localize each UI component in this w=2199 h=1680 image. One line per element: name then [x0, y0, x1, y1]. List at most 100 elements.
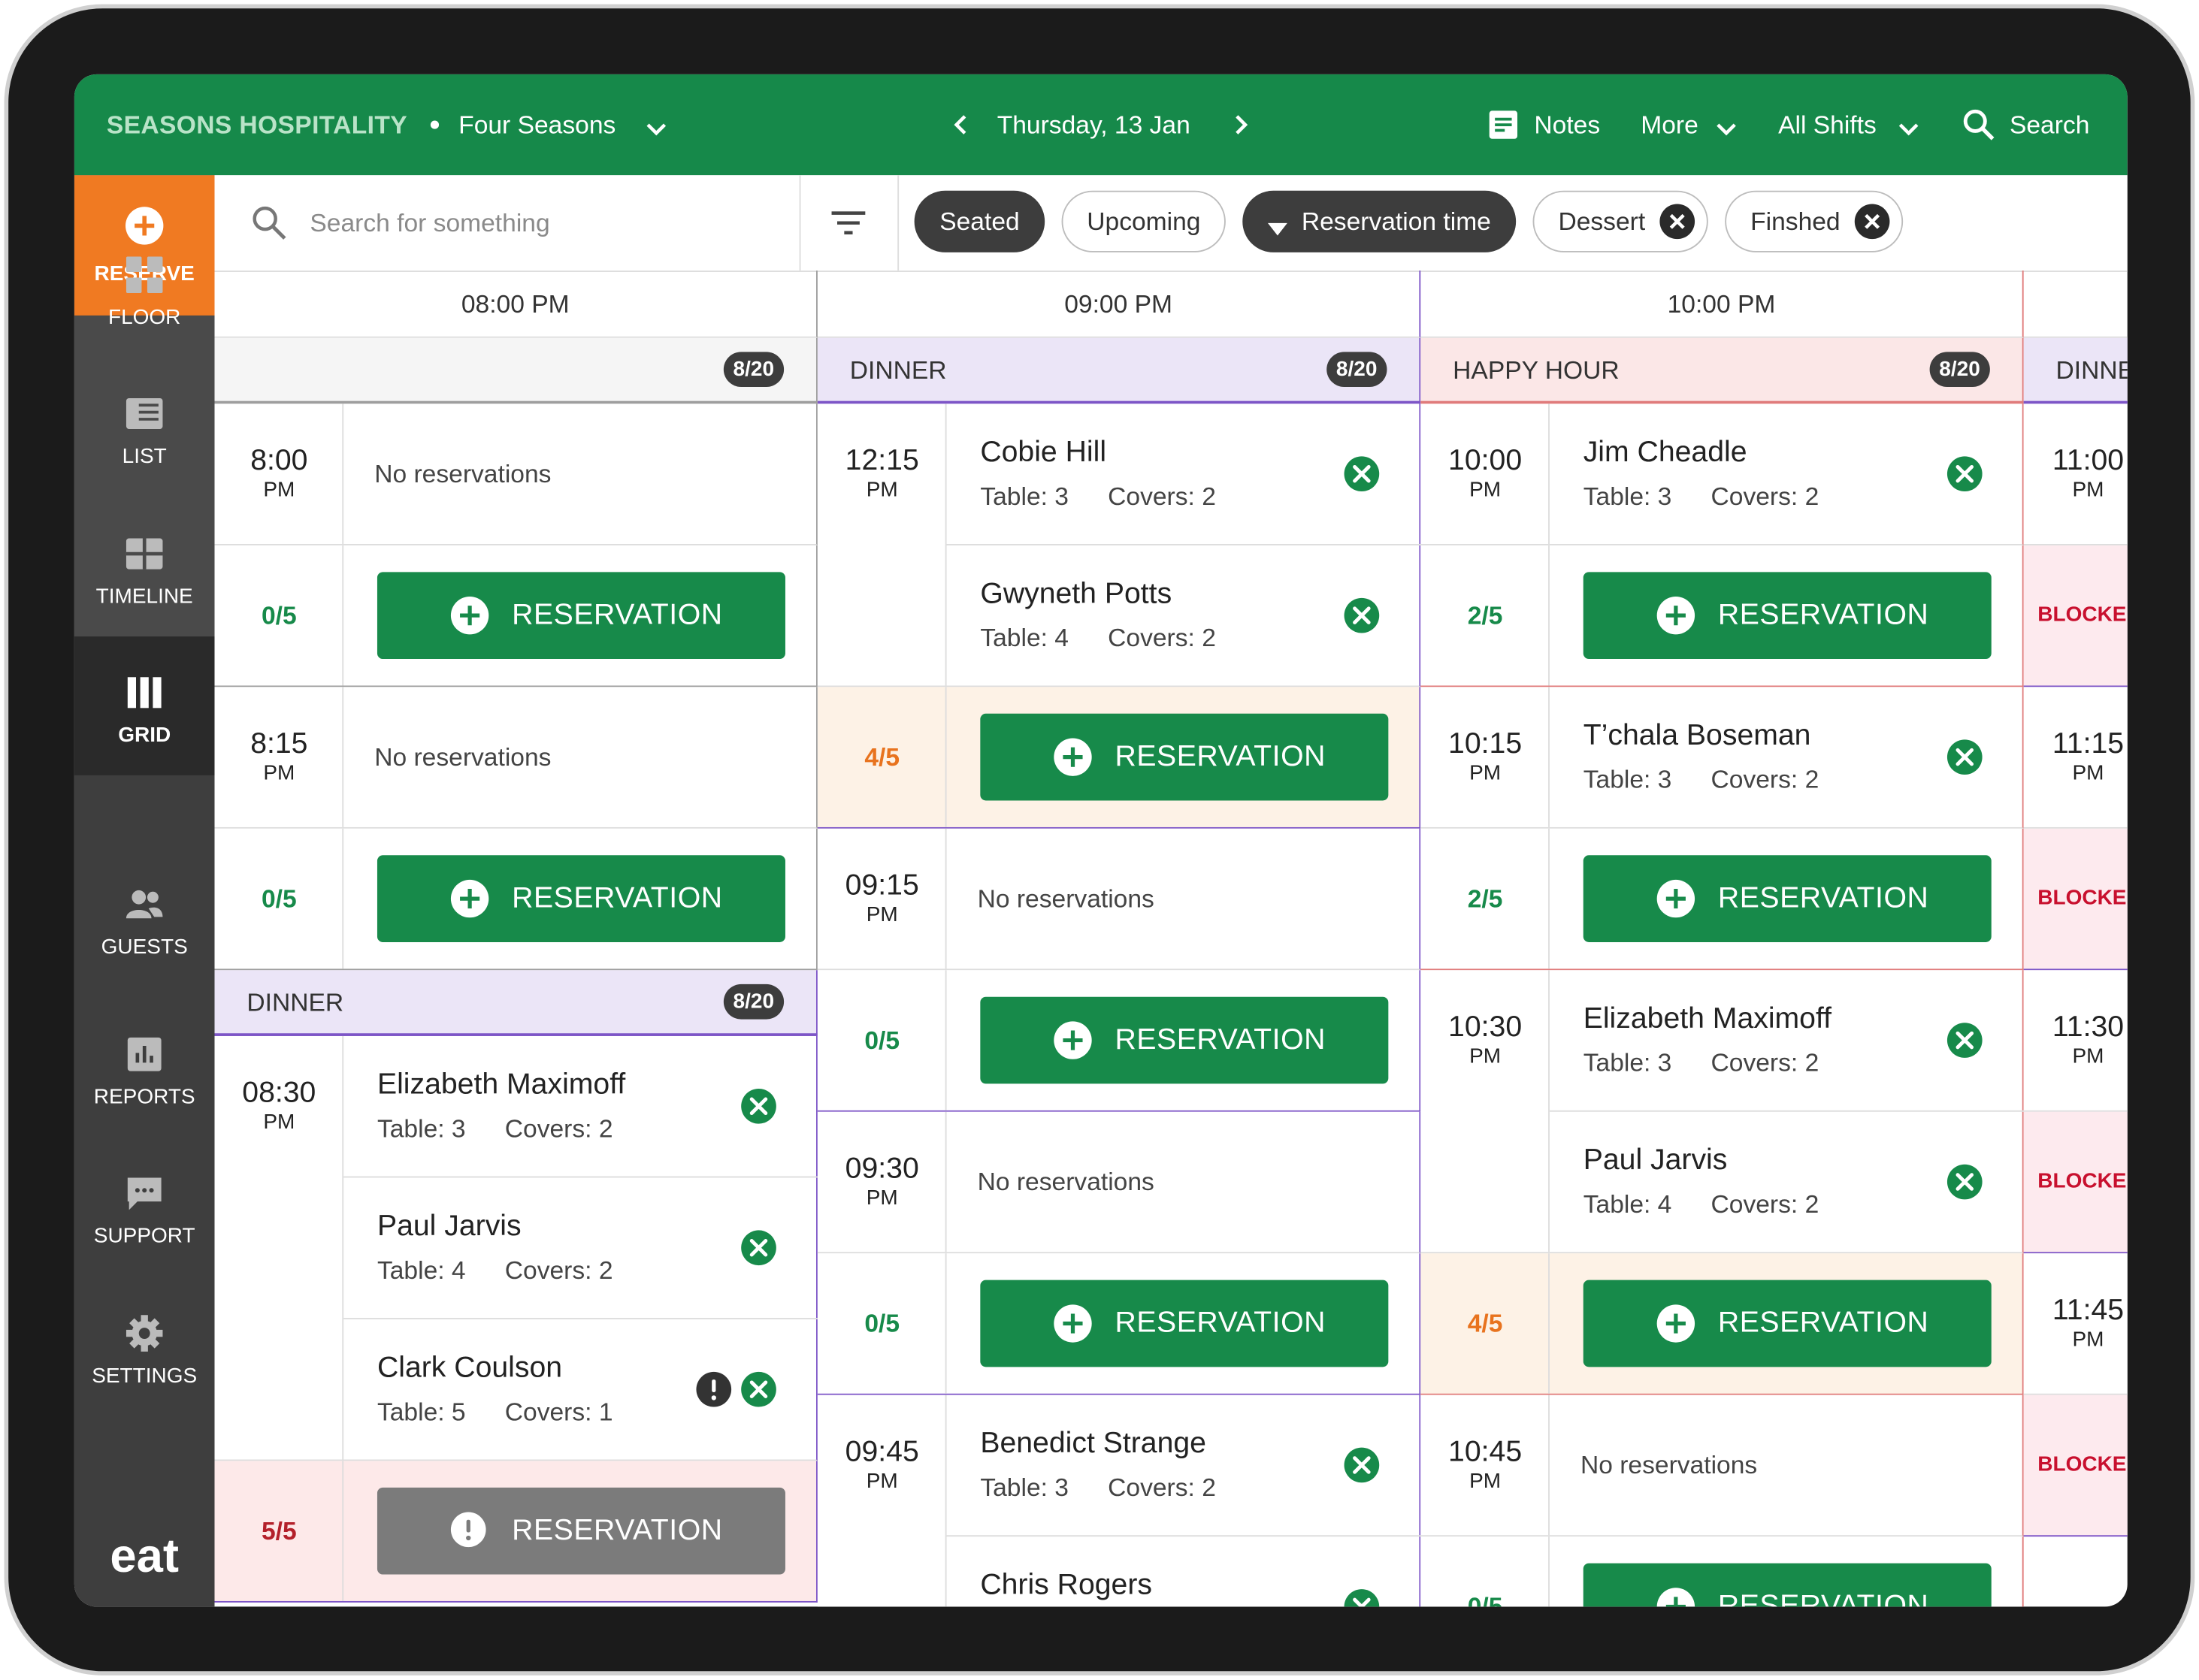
plus-icon[interactable] — [450, 879, 489, 926]
guest-name[interactable]: Chris Rogers — [980, 1569, 1153, 1601]
nav-icon[interactable] — [125, 1313, 164, 1360]
nav-label[interactable]: SETTINGS — [92, 1364, 198, 1388]
plus-icon[interactable] — [1656, 879, 1695, 926]
button-label[interactable]: RESERVATION — [1717, 598, 1929, 631]
nav-label[interactable]: LIST — [122, 444, 167, 469]
button-label[interactable]: RESERVATION — [1115, 1307, 1326, 1340]
button-label[interactable]: RESERVATION — [1717, 881, 1929, 914]
reservation-button[interactable]: RESERVATION — [1583, 572, 1992, 660]
guest-row[interactable]: Jim Cheadle Table: 3 Covers: 2 — [1550, 403, 2024, 545]
guest-name[interactable]: T’chala Boseman — [1583, 719, 1811, 752]
chip-label[interactable]: Seated — [939, 207, 1020, 235]
reserve-icon[interactable] — [125, 206, 164, 252]
reservation-button[interactable]: RESERVATION — [377, 1487, 785, 1575]
nav-label[interactable]: GRID — [118, 723, 171, 748]
filter-chip[interactable]: Finshed — [1725, 190, 1904, 252]
nav-label[interactable]: GUESTS — [101, 935, 188, 959]
nav-label[interactable]: REPORTS — [93, 1085, 195, 1110]
search-icon[interactable] — [1962, 108, 1996, 149]
search-input[interactable]: Search for something — [310, 209, 550, 237]
chip-label[interactable]: Dessert — [1558, 207, 1646, 235]
guest-row[interactable]: Benedict Strange Table: 3 Covers: 2 — [946, 1395, 1421, 1537]
guest-row[interactable]: Elizabeth Maximoff Table: 3 Covers: 2 — [343, 1036, 818, 1178]
guest-name[interactable]: Clark Coulson — [377, 1351, 563, 1384]
reserve-label[interactable]: RESERVE — [94, 261, 195, 286]
chevron-down[interactable] — [645, 118, 667, 144]
guest-row[interactable]: Gwyneth Potts Table: 4 Covers: 2 — [947, 545, 1421, 687]
button-label[interactable]: RESERVATION — [1115, 1023, 1326, 1056]
filter-icon[interactable] — [830, 209, 867, 244]
button-label[interactable]: RESERVATION — [512, 881, 723, 914]
plus-icon[interactable] — [1053, 1304, 1092, 1350]
plus-icon[interactable] — [1656, 596, 1695, 642]
plus-icon[interactable] — [1053, 738, 1092, 784]
nav-label[interactable]: SUPPORT — [93, 1224, 195, 1248]
guest-name[interactable]: Elizabeth Maximoff — [1583, 1002, 1832, 1035]
plus-icon[interactable] — [1656, 1304, 1695, 1350]
nav-icon[interactable] — [125, 534, 164, 581]
nav-icon[interactable] — [125, 673, 164, 720]
header-action[interactable]: Search — [2009, 110, 2090, 139]
guest-row[interactable]: Paul Jarvis Table: 4 Covers: 2 — [343, 1177, 818, 1319]
header-action[interactable]: More — [1641, 110, 1698, 139]
nav-label[interactable]: TIMELINE — [95, 585, 193, 609]
nav-label[interactable]: FLOOR — [107, 305, 181, 330]
guest-row[interactable]: Chris Rogers — [947, 1536, 1421, 1607]
plus-icon[interactable] — [1053, 1020, 1092, 1067]
nav-icon[interactable] — [125, 1035, 164, 1081]
button-label[interactable]: RESERVATION — [512, 598, 723, 631]
nav-item[interactable]: GUESTS — [74, 848, 215, 987]
plus-icon[interactable] — [1656, 1587, 1695, 1607]
reserve-button[interactable]: RESERVE — [74, 175, 215, 316]
reservation-button[interactable]: RESERVATION — [1583, 855, 1992, 942]
chevron-down[interactable] — [1715, 118, 1738, 144]
button-label[interactable]: RESERVATION — [512, 1514, 723, 1547]
reservation-button[interactable]: RESERVATION — [980, 1280, 1389, 1367]
guest-row[interactable]: T’chala Boseman Table: 3 Covers: 2 — [1550, 687, 2024, 828]
filter-chip[interactable]: Dessert — [1532, 190, 1709, 252]
filter-chip[interactable]: Reservation time — [1242, 190, 1517, 252]
reservation-button[interactable]: RESERVATION — [1583, 1280, 1992, 1367]
remove-icon[interactable] — [1659, 204, 1696, 240]
nav-item[interactable]: FLOOR — [74, 219, 215, 358]
nav-item[interactable]: GRID — [74, 636, 215, 775]
remove-icon[interactable] — [1854, 204, 1891, 240]
alert-icon[interactable] — [450, 1512, 487, 1555]
reservation-button[interactable]: RESERVATION — [377, 572, 785, 660]
guest-name[interactable]: Elizabeth Maximoff — [377, 1068, 626, 1101]
button-label[interactable]: RESERVATION — [1717, 1590, 1929, 1607]
filter-chip[interactable]: Upcoming — [1061, 190, 1227, 252]
header-action[interactable]: Notes — [1534, 110, 1601, 139]
guest-row[interactable]: Paul Jarvis Table: 4 Covers: 2 — [1550, 1112, 2024, 1253]
reservation-button[interactable]: RESERVATION — [377, 855, 785, 942]
button-label[interactable]: RESERVATION — [1115, 740, 1326, 773]
filter-chip[interactable]: Seated — [914, 190, 1045, 252]
chip-label[interactable]: Finshed — [1750, 207, 1841, 235]
nav-icon[interactable] — [125, 1174, 164, 1220]
guest-row[interactable]: Clark Coulson Table: 5 Covers: 1 — [343, 1319, 818, 1461]
nav-item[interactable]: LIST — [74, 358, 215, 497]
nav-icon[interactable] — [125, 884, 164, 931]
next-day[interactable] — [1233, 113, 1249, 143]
guest-name[interactable]: Jim Cheadle — [1583, 436, 1747, 469]
nav-item[interactable]: TIMELINE — [74, 497, 215, 636]
guest-row[interactable]: Cobie Hill Table: 3 Covers: 2 — [946, 403, 1421, 545]
chip-label[interactable]: Upcoming — [1087, 207, 1201, 235]
nav-item[interactable]: REPORTS — [74, 999, 215, 1138]
chip-label[interactable]: Reservation time — [1301, 207, 1491, 235]
sort-icon[interactable] — [1268, 214, 1288, 236]
nav-icon[interactable] — [125, 394, 164, 440]
reservation-button[interactable]: RESERVATION — [980, 996, 1389, 1084]
nav-item[interactable]: SUPPORT — [74, 1137, 215, 1276]
guest-name[interactable]: Paul Jarvis — [377, 1210, 522, 1243]
guest-name[interactable]: Gwyneth Potts — [980, 577, 1172, 610]
notes-icon[interactable] — [1488, 110, 1519, 147]
guest-name[interactable]: Benedict Strange — [980, 1427, 1206, 1460]
button-label[interactable]: RESERVATION — [1717, 1307, 1929, 1340]
guest-name[interactable]: Paul Jarvis — [1583, 1144, 1728, 1177]
nav-icon[interactable] — [125, 255, 164, 302]
venue-selector[interactable]: Four Seasons — [458, 110, 616, 139]
prev-day[interactable] — [952, 113, 969, 143]
header-action[interactable]: All Shifts — [1778, 110, 1877, 139]
nav-item[interactable]: SETTINGS — [74, 1277, 215, 1416]
